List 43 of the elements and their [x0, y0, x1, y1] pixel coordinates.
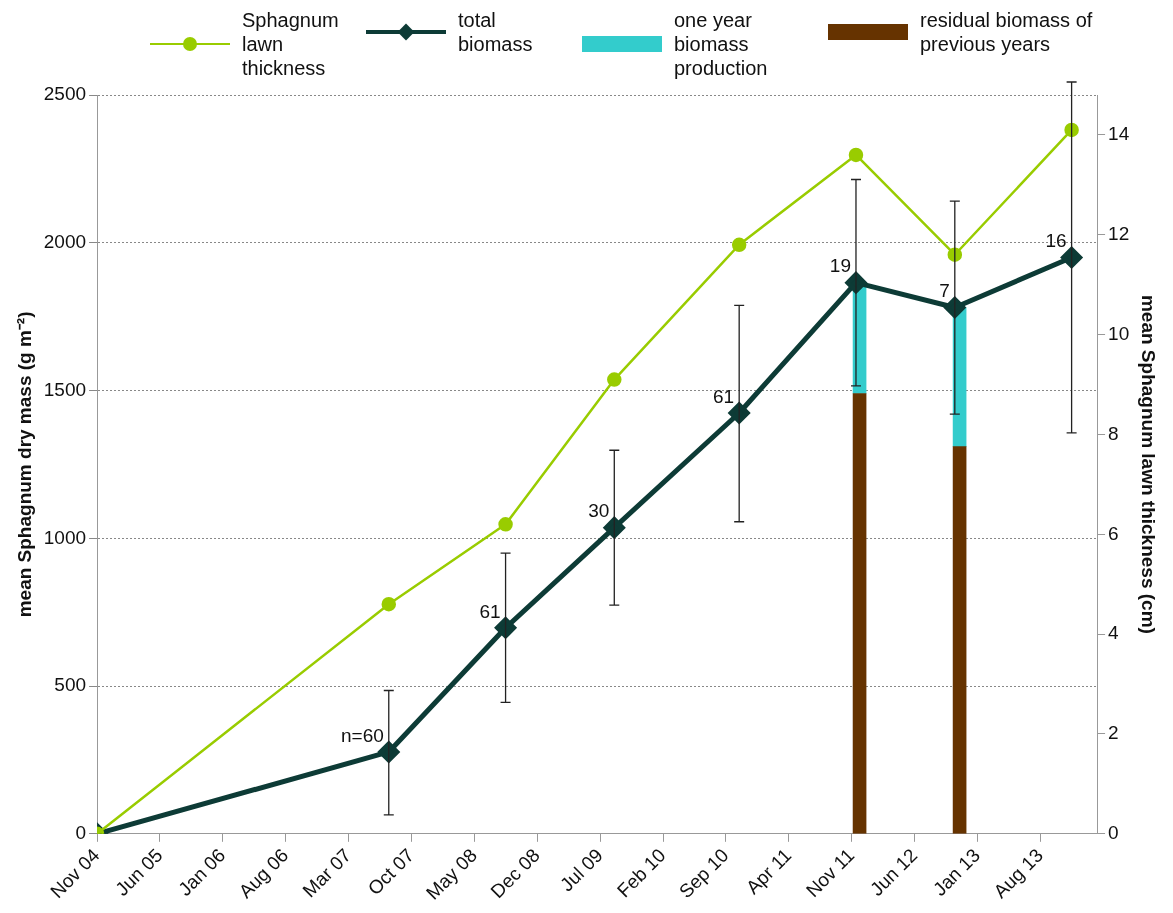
- x-tick-label: Jun 05: [111, 844, 167, 900]
- annotation: 16: [1045, 230, 1067, 252]
- x-tick-label: Jan 06: [174, 844, 230, 900]
- x-tick-label: Apr 11: [741, 844, 796, 898]
- x-tick-label: Sep 10: [675, 844, 733, 902]
- y2-tick-label: 14: [1108, 123, 1130, 145]
- x-tick-label: Oct 07: [363, 844, 419, 899]
- x-tick-label: Jul 09: [556, 844, 607, 896]
- x-tick-label: Jan 13: [928, 844, 985, 900]
- y-tick-label: 1000: [43, 526, 87, 548]
- x-tick-label: Aug 06: [234, 844, 293, 902]
- y2-tick-label: 10: [1108, 322, 1130, 344]
- x-tick-label: Feb 10: [612, 844, 670, 902]
- x-tick-label: Jun 12: [866, 844, 922, 900]
- y2-axis-title: mean Sphagnum lawn thickness (cm): [1138, 294, 1160, 634]
- y2-tick-label: 8: [1108, 422, 1119, 444]
- x-tick-label: Dec 08: [486, 844, 544, 902]
- y-tick-label: 0: [75, 822, 87, 844]
- x-tick-label: Nov 04: [46, 844, 104, 902]
- y-tick-label: 2000: [43, 231, 87, 252]
- y-axis-title: mean Sphagnum dry mass (g m⁻²): [13, 311, 35, 618]
- x-tick-label: Mar 07: [298, 844, 356, 902]
- x-tick-label: May 08: [422, 844, 481, 904]
- x-tick-label: Nov 11: [801, 844, 859, 901]
- annotation: 7: [939, 280, 950, 302]
- x-tick-label: Aug 13: [989, 844, 1047, 902]
- annotation: 61: [479, 600, 501, 622]
- legend-label: total biomass: [458, 8, 534, 56]
- y2-tick-label: 6: [1108, 522, 1119, 544]
- annotation: 19: [829, 255, 851, 277]
- y-tick-label: 500: [54, 674, 87, 696]
- y2-tick-label: 0: [1108, 822, 1119, 844]
- y2-tick-label: 12: [1108, 223, 1130, 245]
- y-tick-label: 1500: [43, 378, 87, 400]
- y-tick-label: 2500: [43, 83, 87, 105]
- legend-label: residual biomass of previous years: [920, 8, 1094, 56]
- legend-label: Sphagnum lawn thickness: [242, 8, 340, 80]
- annotation: 61: [713, 385, 735, 407]
- y2-tick-label: 4: [1108, 622, 1120, 644]
- annotation: 30: [588, 500, 610, 522]
- annotation: n=60: [340, 724, 384, 746]
- legend-label: one year biomass production: [674, 8, 769, 80]
- y2-tick-label: 2: [1108, 722, 1119, 744]
